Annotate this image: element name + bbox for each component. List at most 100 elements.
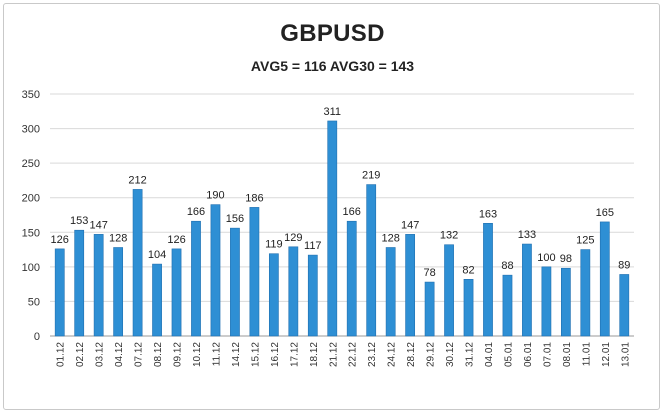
bar [580, 249, 591, 337]
x-tick-label: 07.01 [542, 342, 553, 367]
bar [502, 274, 513, 337]
data-label: 119 [265, 239, 283, 251]
x-tick-label: 11.12 [211, 342, 222, 367]
y-tick-label: 200 [22, 193, 40, 205]
data-label: 165 [596, 207, 614, 219]
bar [249, 207, 260, 337]
data-label: 98 [560, 253, 572, 265]
data-label: 88 [501, 260, 513, 272]
data-label: 82 [462, 264, 474, 276]
y-tick-label: 300 [22, 124, 40, 136]
x-tick-label: 22.12 [348, 342, 359, 367]
bar [327, 120, 338, 337]
x-tick-label: 01.12 [56, 342, 67, 367]
bar [463, 279, 474, 337]
bar [152, 263, 162, 337]
bar [424, 281, 435, 337]
data-label: 219 [362, 170, 380, 182]
data-label: 147 [89, 219, 107, 231]
data-label: 190 [206, 190, 224, 202]
x-tick-label: 08.01 [562, 342, 573, 367]
x-tick-label: 28.12 [406, 342, 417, 367]
y-tick-label: 350 [22, 89, 40, 101]
data-label: 147 [401, 219, 419, 231]
chart-subtitle: AVG5 = 116 AVG30 = 143 [250, 58, 415, 74]
bar [230, 227, 240, 337]
y-tick-label: 150 [22, 227, 40, 239]
bar [405, 234, 416, 337]
bar [171, 248, 182, 337]
data-label: 128 [381, 232, 399, 244]
y-tick-label: 50 [28, 296, 40, 308]
bar [346, 220, 357, 337]
bar [599, 221, 610, 337]
bar [522, 243, 532, 337]
x-tick-label: 02.12 [75, 342, 86, 367]
data-label: 89 [618, 259, 630, 271]
data-label: 126 [167, 234, 185, 246]
bar [113, 247, 124, 337]
data-label: 166 [343, 206, 361, 218]
x-tick-label: 16.12 [270, 342, 281, 367]
x-tick-label: 04.12 [114, 342, 125, 367]
data-label: 156 [226, 213, 244, 225]
x-tick-label: 11.01 [581, 342, 592, 367]
data-label: 132 [440, 230, 458, 242]
data-label: 129 [284, 232, 302, 244]
data-label: 186 [245, 192, 263, 204]
x-tick-label: 31.12 [465, 342, 476, 367]
x-tick-label: 13.01 [620, 342, 631, 367]
x-tick-label: 10.12 [192, 342, 203, 367]
data-label: 100 [537, 252, 555, 264]
bar [74, 229, 85, 337]
x-tick-label: 04.01 [484, 342, 495, 367]
x-tick-label: 06.01 [523, 342, 534, 367]
x-tick-label: 14.12 [231, 342, 242, 367]
data-label: 311 [323, 106, 341, 118]
x-tick-label: 08.12 [153, 342, 164, 367]
x-tick-label: 17.12 [289, 342, 300, 367]
data-label: 78 [423, 267, 435, 279]
data-label: 153 [70, 215, 88, 227]
bar [93, 234, 104, 337]
x-tick-label: 05.01 [503, 342, 514, 367]
x-tick-label: 07.12 [134, 342, 145, 367]
x-tick-label: 29.12 [426, 342, 437, 367]
bar [54, 248, 65, 337]
data-label: 128 [109, 232, 127, 244]
data-label: 104 [148, 249, 166, 261]
data-label: 126 [51, 234, 69, 246]
x-tick-label: 15.12 [250, 342, 261, 367]
bar [288, 246, 299, 337]
bar [483, 222, 493, 337]
bar [385, 247, 396, 337]
bar [268, 253, 279, 337]
bar [366, 184, 377, 337]
y-tick-label: 250 [22, 158, 40, 170]
x-tick-label: 24.12 [387, 342, 398, 367]
data-label: 125 [576, 235, 594, 247]
x-tick-label: 21.12 [328, 342, 339, 367]
y-tick-label: 100 [22, 262, 40, 274]
bar [560, 267, 571, 337]
bar [307, 254, 318, 337]
data-label: 117 [304, 240, 322, 252]
y-tick-label: 0 [34, 331, 40, 343]
data-label: 166 [187, 206, 205, 218]
x-tick-label: 03.12 [95, 342, 106, 367]
x-tick-label: 12.01 [601, 342, 612, 367]
x-tick-label: 30.12 [445, 342, 456, 367]
data-label: 163 [479, 208, 497, 220]
bar [210, 204, 221, 337]
x-tick-label: 09.12 [173, 342, 184, 367]
bar [541, 266, 552, 337]
x-tick-label: 18.12 [309, 342, 320, 367]
data-label: 133 [518, 229, 536, 241]
bar [132, 189, 143, 337]
x-tick-label: 23.12 [367, 342, 378, 367]
bar [619, 274, 630, 337]
bar [444, 244, 454, 337]
bar [191, 220, 201, 337]
data-label: 212 [128, 174, 146, 186]
